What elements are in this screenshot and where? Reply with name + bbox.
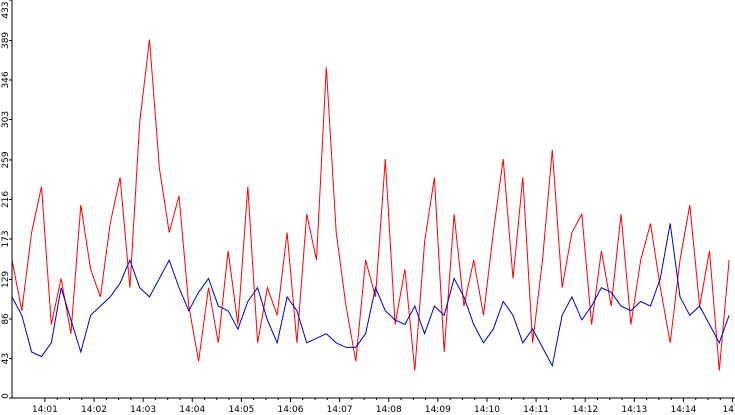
y-tick-label: 216 [1,191,11,208]
y-tick-label: 389 [1,32,11,49]
x-tick-label: 14:07 [327,405,353,415]
x-tick-label: 14:06 [278,405,304,415]
x-tick-label: 14:05 [228,405,254,415]
y-tick-label: 129 [1,271,11,288]
x-tick-label: 14:13 [621,405,647,415]
y-tick-label: 433 [1,1,11,18]
series-group [11,39,730,371]
x-tick-label: 14:02 [81,405,107,415]
y-tick-group: 0 43 86 129 173 216 259 303 346 389 433 [1,0,12,399]
y-tick-label: 43 [1,353,11,364]
y-tick-label: 86 [1,313,11,325]
x-tick-label: 14:01 [32,405,58,415]
x-tick-label: 14:08 [376,405,402,415]
red-series-line [11,39,730,371]
x-tick-label: 14:04 [179,405,205,415]
x-tick-label: 14:03 [130,405,156,415]
y-tick-label: 346 [1,71,11,88]
x-tick-group: 14:01 14:02 14:03 14:04 14:05 14:06 14:07 14:08… [32,398,734,415]
y-tick-label: 259 [1,151,11,168]
x-tick-label: 14:09 [425,405,451,415]
y-tick-label: 303 [1,111,11,128]
y-tick-label: 0 [1,393,11,399]
x-tick-label: 14:12 [572,405,598,415]
x-tick-label: 14 [723,405,735,415]
y-tick-label: 173 [1,230,11,247]
blue-series-line [11,223,730,368]
x-tick-label: 14:10 [474,405,500,415]
x-tick-label: 14:14 [670,405,696,415]
x-tick-label: 14:11 [523,405,549,415]
